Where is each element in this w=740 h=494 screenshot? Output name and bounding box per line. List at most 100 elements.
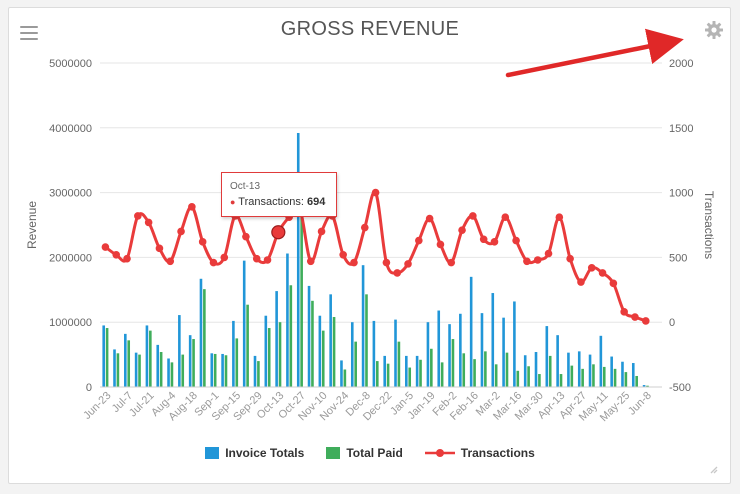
bar-total-paid	[538, 374, 541, 387]
bar-invoice-totals	[221, 353, 224, 387]
bar-invoice-totals	[523, 355, 527, 387]
point-transactions	[425, 214, 434, 223]
bar-total-paid	[235, 338, 239, 387]
bar-invoice-totals	[210, 353, 214, 387]
bar-invoice-totals	[534, 352, 538, 387]
bar-invoice-totals	[599, 335, 603, 387]
bar-total-paid	[451, 339, 455, 387]
point-transactions	[620, 308, 628, 316]
legend-item-transactions[interactable]: Transactions	[424, 446, 535, 460]
point-transactions	[641, 317, 650, 325]
bar-total-paid	[473, 359, 476, 387]
bar-invoice-totals	[567, 352, 570, 387]
bar-invoice-totals	[113, 349, 116, 387]
bar-total-paid	[203, 289, 206, 387]
bar-total-paid	[267, 328, 271, 387]
point-transactions	[404, 260, 412, 268]
bar-invoice-totals	[318, 315, 322, 387]
y-right-tick-label: -500	[669, 382, 691, 394]
y-left-tick-label: 4000000	[49, 123, 92, 135]
tooltip-series-dot: ●	[230, 197, 236, 207]
bar-total-paid	[408, 367, 412, 387]
bar-total-paid	[354, 341, 357, 387]
y-left-tick-label: 0	[86, 382, 92, 394]
bar-total-paid	[462, 353, 466, 387]
bar-invoice-totals	[437, 310, 441, 387]
point-transactions	[112, 251, 121, 259]
bar-invoice-totals	[253, 355, 257, 387]
point-transactions	[188, 203, 196, 211]
point-transactions	[555, 213, 564, 222]
bar-total-paid	[592, 364, 595, 387]
point-transactions	[263, 256, 272, 264]
bar-total-paid	[548, 355, 552, 387]
gear-icon[interactable]	[704, 20, 724, 40]
y-left-axis-title: Revenue	[25, 201, 39, 249]
bar-total-paid	[224, 355, 228, 387]
point-transactions	[501, 213, 510, 222]
tooltip-value: 694	[306, 196, 326, 208]
point-transactions	[631, 313, 639, 321]
bar-invoice-totals	[199, 278, 203, 387]
bar-total-paid	[311, 300, 314, 387]
legend-item-invoice-totals[interactable]: Invoice Totals	[205, 446, 304, 460]
point-transactions	[512, 236, 520, 245]
bar-invoice-totals	[296, 132, 300, 387]
bar-invoice-totals	[556, 335, 559, 387]
bar-total-paid	[321, 330, 325, 387]
bar-total-paid	[138, 354, 141, 387]
resize-icon[interactable]	[708, 464, 720, 476]
bar-total-paid	[213, 353, 217, 387]
legend-swatch-green	[326, 447, 341, 459]
bar-invoice-totals	[469, 276, 473, 387]
bar-invoice-totals	[178, 315, 181, 387]
bar-invoice-totals	[610, 356, 613, 387]
point-transactions	[360, 223, 369, 232]
bar-total-paid	[646, 385, 649, 387]
bar-total-paid	[343, 369, 347, 387]
bar-invoice-totals	[156, 344, 160, 387]
bar-total-paid	[105, 328, 109, 387]
bar-invoice-totals	[621, 361, 624, 387]
bar-invoice-totals	[588, 354, 592, 387]
bar-invoice-totals	[491, 293, 495, 387]
bar-total-paid	[430, 348, 433, 387]
bar-invoice-totals	[405, 355, 408, 387]
point-transactions	[533, 256, 542, 264]
point-transactions	[209, 258, 218, 267]
legend-item-total-paid[interactable]: Total Paid	[326, 446, 403, 460]
bar-invoice-totals	[642, 385, 646, 387]
point-transactions	[177, 227, 185, 236]
bar-total-paid	[581, 368, 584, 387]
bar-total-paid	[494, 364, 498, 387]
point-transactions	[415, 236, 423, 245]
bar-total-paid	[516, 370, 520, 387]
point-transactions	[458, 226, 466, 234]
bar-invoice-totals	[124, 333, 127, 387]
tooltip-label: Transactions:	[238, 196, 304, 208]
bar-invoice-totals	[232, 320, 235, 387]
point-transactions	[101, 243, 110, 251]
point-transactions	[544, 249, 553, 258]
point-transactions	[134, 212, 142, 220]
bar-total-paid	[192, 339, 195, 387]
bar-total-paid	[386, 363, 390, 387]
y-right-tick-label: 2000	[669, 58, 693, 70]
point-transactions	[166, 257, 175, 266]
y-left-tick-label: 1000000	[49, 317, 92, 329]
bar-total-paid	[440, 362, 444, 387]
bar-invoice-totals	[307, 285, 311, 387]
bar-total-paid	[246, 304, 249, 387]
bar-invoice-totals	[264, 315, 268, 387]
hamburger-menu-icon[interactable]	[20, 26, 38, 40]
bar-invoice-totals	[631, 363, 635, 387]
bar-total-paid	[365, 294, 368, 387]
bar-total-paid	[613, 368, 617, 387]
point-transactions	[306, 257, 315, 266]
bar-total-paid	[149, 330, 152, 387]
bar-total-paid	[300, 182, 303, 387]
bar-total-paid	[289, 285, 293, 387]
bar-total-paid	[116, 353, 120, 387]
bar-total-paid	[181, 354, 185, 387]
bar-invoice-totals	[545, 326, 549, 387]
